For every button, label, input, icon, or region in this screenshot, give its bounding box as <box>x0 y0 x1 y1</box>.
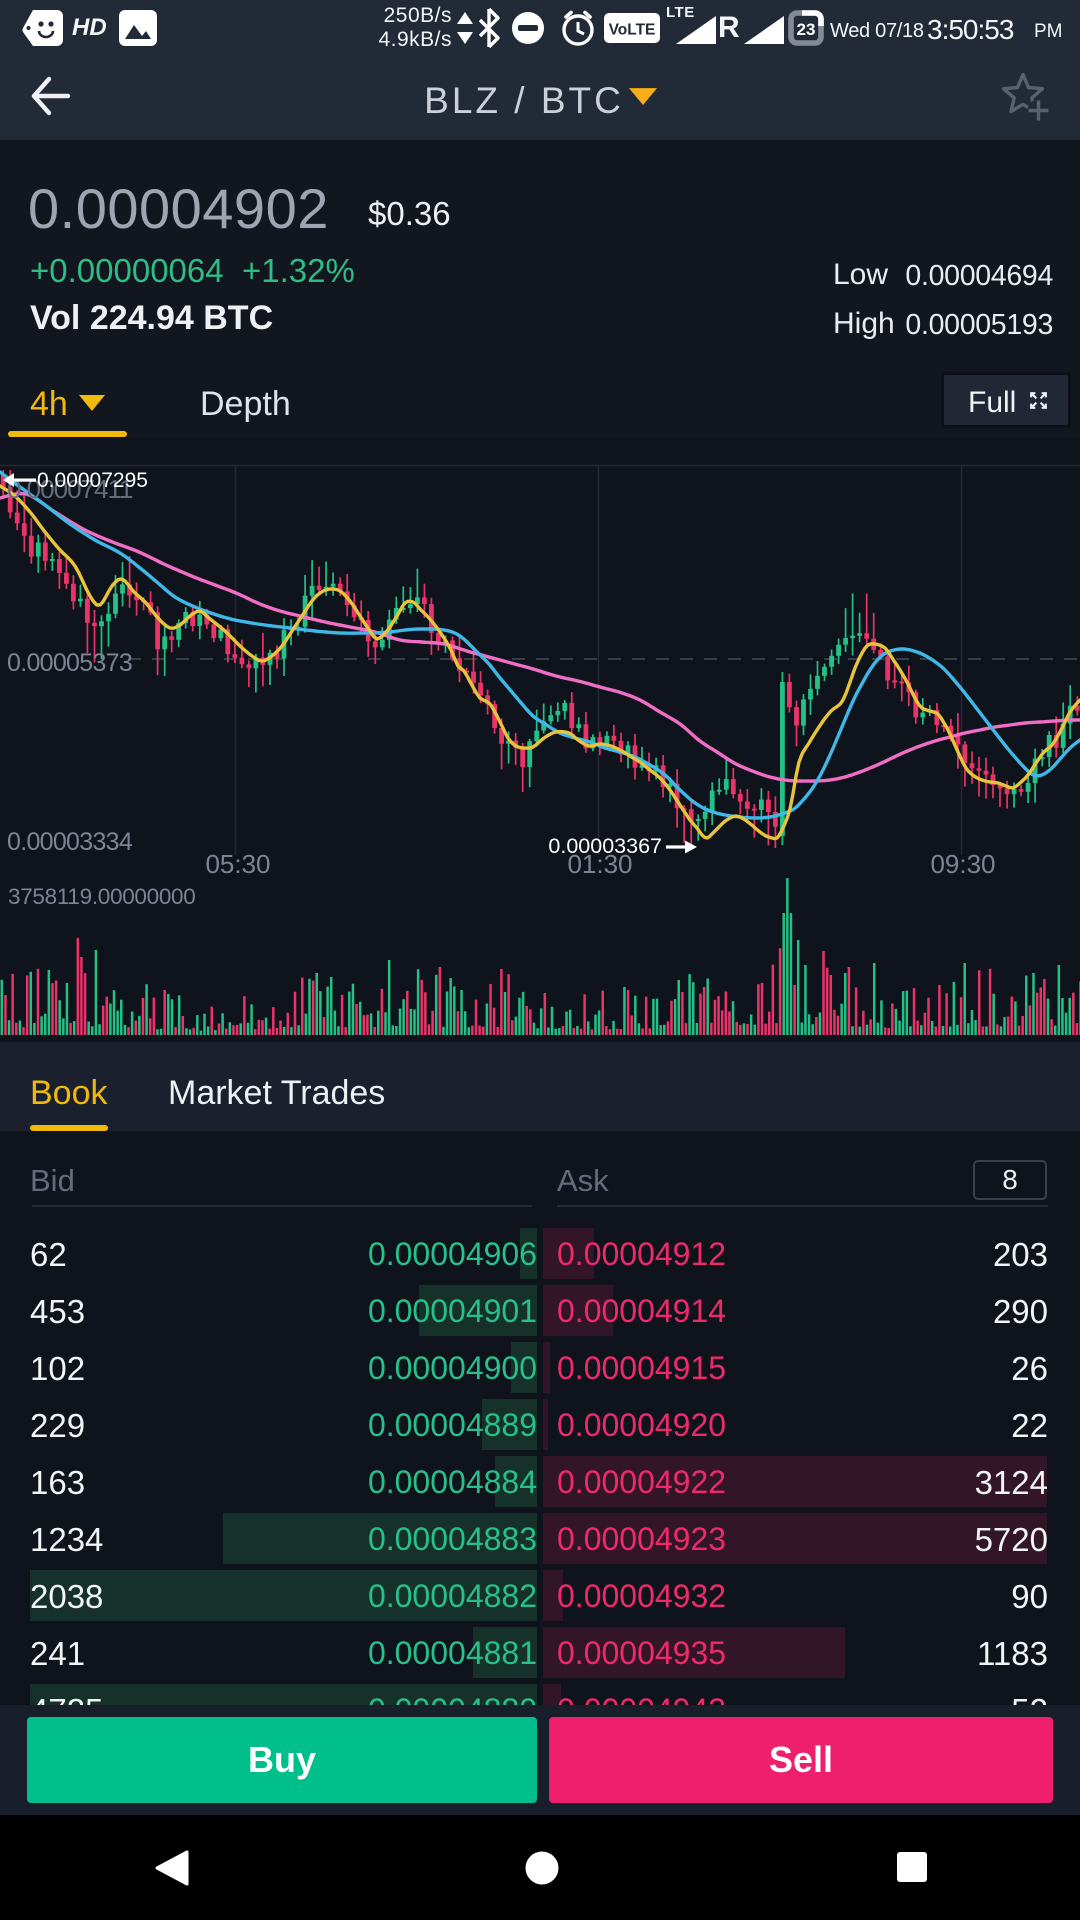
svg-text:23: 23 <box>797 20 816 39</box>
svg-text:01:30: 01:30 <box>567 849 632 879</box>
svg-text:0.00005373: 0.00005373 <box>7 649 132 677</box>
svg-text:0.00003334: 0.00003334 <box>7 828 133 856</box>
svg-text:05:30: 05:30 <box>205 849 270 879</box>
svg-text:0.00003367: 0.00003367 <box>548 834 662 858</box>
svg-text:09:30: 09:30 <box>930 849 995 879</box>
svg-text:VoLTE: VoLTE <box>609 22 656 39</box>
svg-text:3758119.00000000: 3758119.00000000 <box>8 884 195 909</box>
svg-text:0.00007295: 0.00007295 <box>37 469 148 492</box>
